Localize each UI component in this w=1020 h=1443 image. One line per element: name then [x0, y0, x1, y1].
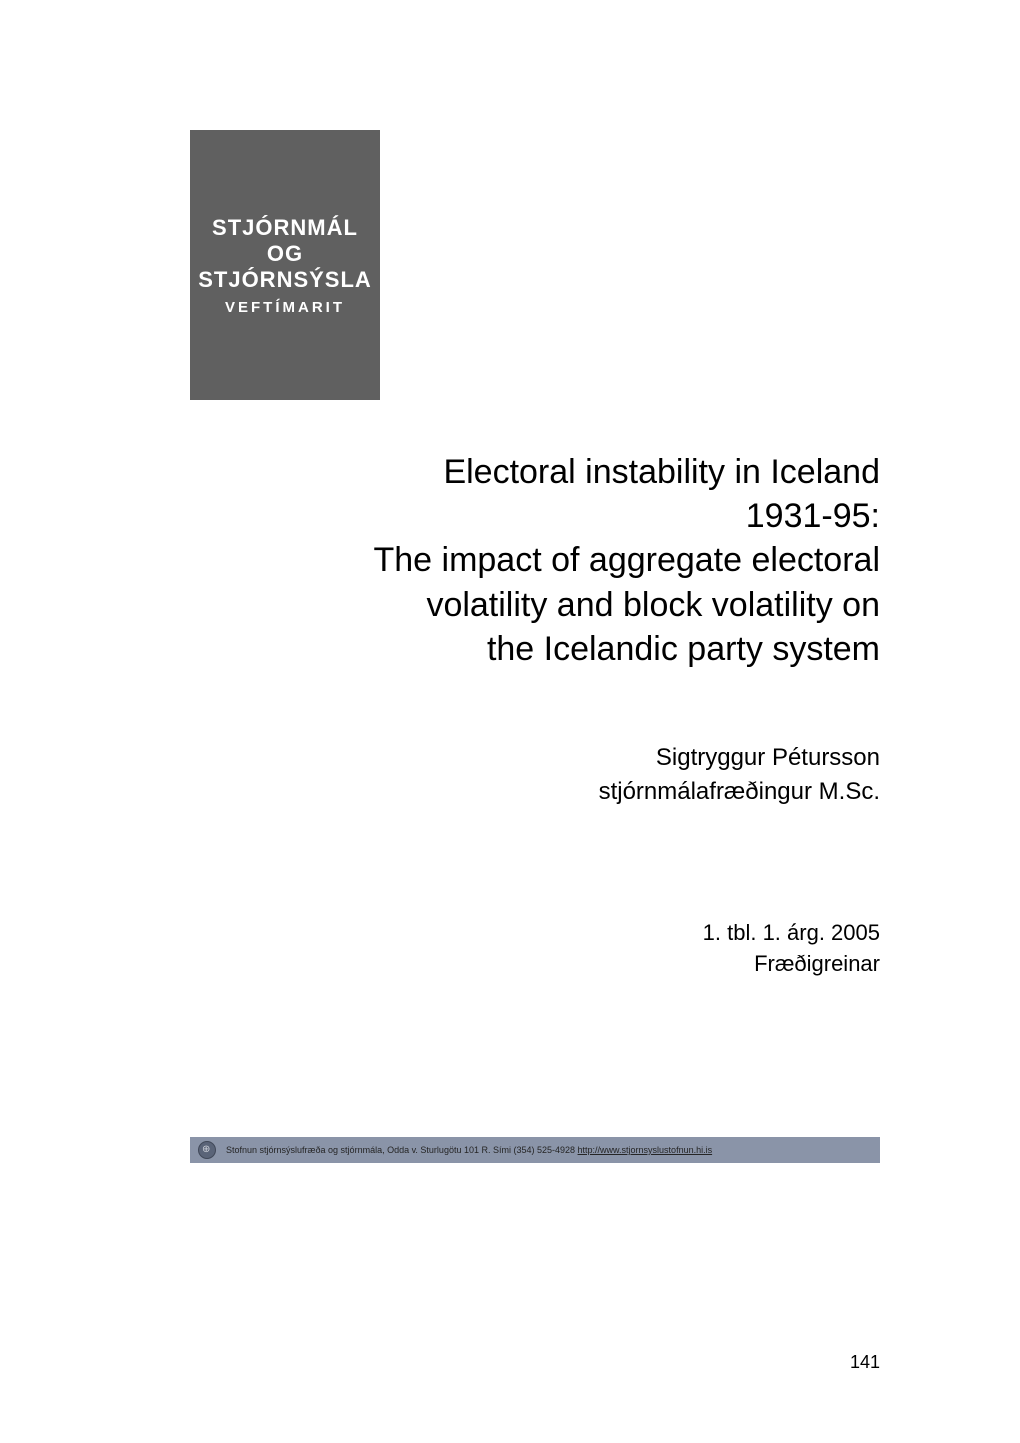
author-name: Sigtryggur Pétursson: [250, 741, 880, 775]
page-container: STJÓRNMÁL OG STJÓRNSÝSLA VEFTÍMARIT Elec…: [0, 0, 1020, 1443]
author-credentials: stjórnmálafræðingur M.Sc.: [250, 775, 880, 809]
publisher-link[interactable]: http://www.stjornsyslustofnun.hi.is: [578, 1145, 713, 1155]
title-line-4: volatility and block volatility on: [426, 586, 880, 624]
title-line-1: Electoral instability in Iceland: [443, 453, 880, 491]
journal-subtitle: VEFTÍMARIT: [225, 299, 345, 316]
journal-title-line1: STJÓRNMÁL: [212, 215, 358, 241]
title-line-5: the Icelandic party system: [487, 630, 880, 668]
article-title: Electoral instability in Iceland 1931-95…: [250, 450, 880, 671]
issue-info: 1. tbl. 1. árg. 2005: [250, 918, 880, 949]
author-block: Sigtryggur Pétursson stjórnmálafræðingur…: [250, 741, 880, 808]
issue-block: 1. tbl. 1. árg. 2005 Fræðigreinar: [250, 918, 880, 980]
title-line-3: The impact of aggregate electoral: [373, 541, 880, 579]
publisher-info: Stofnun stjórnsýslufræða og stjórnmála, …: [226, 1145, 578, 1155]
article-title-block: Electoral instability in Iceland 1931-95…: [250, 450, 880, 671]
icon-glyph: ⊕: [202, 1145, 212, 1155]
journal-badge: STJÓRNMÁL OG STJÓRNSÝSLA VEFTÍMARIT: [190, 130, 380, 400]
footer-bar: ⊕ Stofnun stjórnsýslufræða og stjórnmála…: [190, 1137, 880, 1163]
footer-text: Stofnun stjórnsýslufræða og stjórnmála, …: [226, 1145, 712, 1155]
title-line-2: 1931-95:: [746, 497, 880, 535]
institution-icon: ⊕: [198, 1141, 216, 1159]
journal-title-line2: OG STJÓRNSÝSLA: [198, 241, 372, 293]
header-block: STJÓRNMÁL OG STJÓRNSÝSLA VEFTÍMARIT: [190, 130, 880, 400]
section-name: Fræðigreinar: [250, 949, 880, 980]
page-number: 141: [850, 1352, 880, 1373]
